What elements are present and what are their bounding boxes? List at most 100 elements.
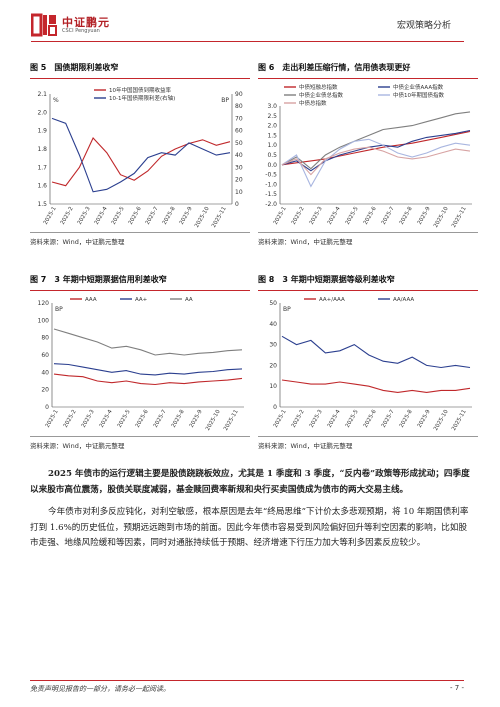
- y-tick-label-right: 70: [235, 115, 243, 122]
- figure-source: 资料来源：Wind，中证鹏元整理: [258, 238, 353, 246]
- x-tick-label: 2025-11: [451, 206, 468, 229]
- x-tick-label: 2025-10: [194, 206, 211, 229]
- unit-label-right: BP: [221, 97, 229, 104]
- x-tick-label: 2025-5: [345, 409, 360, 429]
- y-tick-label: 1.7: [37, 164, 47, 171]
- y-tick-label: 20: [269, 362, 277, 369]
- figure-source: 资料来源：Wind，中证鹏元整理: [258, 442, 353, 450]
- x-tick-label: 2025-1: [45, 409, 60, 429]
- figure-bottom-rule: [258, 232, 478, 233]
- x-tick-label: 2025-3: [309, 409, 324, 429]
- y-tick-label: 20: [41, 387, 49, 394]
- header-divider: [31, 41, 464, 42]
- y-tick-label: 2.0: [37, 109, 47, 116]
- series-line: [51, 137, 231, 187]
- figure-bottom-rule: [30, 436, 250, 437]
- x-tick-label: 2025-8: [399, 409, 414, 429]
- y-tick-label-right: 90: [235, 91, 243, 98]
- figure-caption: 3 年期中短期票据等级利差收窄: [282, 275, 395, 284]
- figure-5: 图 5 国债期限利差收窄 2.1 2.0 1.9 1.8 1.7 1.6 1.5 90 80 70 6…: [30, 62, 250, 252]
- x-tick-label: 2025-4: [327, 206, 342, 226]
- x-tick-label: 2025-7: [381, 409, 396, 429]
- y-tick-label: 50: [269, 300, 277, 307]
- y-tick-label: 1.0: [267, 142, 277, 149]
- paragraph-summary: 2025 年债市的运行逻辑主要是股债跷跷板效应，尤其是 1 季度和 3 季度，“…: [30, 467, 470, 498]
- footer-divider: [30, 680, 464, 681]
- y-tick-label: -1.5: [265, 191, 277, 198]
- legend-label: 中债企业债AAA指数: [393, 83, 444, 91]
- x-tick-label: 2025-2: [291, 206, 306, 226]
- chart-yield-vs-spread: 2.1 2.0 1.9 1.8 1.7 1.6 1.5 90 80 70 60 50 40 30 20 10 0…: [37, 86, 243, 229]
- x-tick-label: 2025-8: [162, 206, 177, 226]
- page-header: 中证鹏元 CSCI Pengyuan 宏观策略分析: [0, 0, 500, 44]
- legend-label: AA+: [135, 297, 148, 303]
- y-tick-label: 1.9: [37, 128, 47, 135]
- y-tick-label: 2.0: [267, 123, 277, 130]
- figure-caption: 3 年期中短期票据信用利差收窄: [54, 275, 167, 284]
- y-tick-label: -1.0: [265, 181, 277, 188]
- legend-label: AA+/AAA: [319, 297, 345, 303]
- figure-bottom-rule: [30, 232, 250, 233]
- series-line: [281, 335, 471, 369]
- figure-title: 图 6 走出利差压缩行情，信用债表现更好: [258, 62, 478, 76]
- y-tick-label: 2.5: [267, 113, 277, 120]
- series-line: [281, 146, 471, 176]
- y-tick-label: 120: [38, 300, 50, 307]
- x-tick-label: 2025-9: [189, 409, 204, 429]
- figure-bottom-rule: [258, 436, 478, 437]
- x-tick-label: 2025-10: [433, 206, 450, 229]
- x-tick-label: 2025-3: [77, 206, 92, 226]
- y-tick-label-right: 50: [235, 140, 243, 147]
- figure-number: 图 5: [30, 63, 47, 72]
- paragraph-text: 今年债市对利多反应钝化，对利空敏感，根本原因是去年“终局思维”下计价太多悲观预期…: [30, 507, 469, 548]
- y-tick-label-right: 60: [235, 128, 243, 135]
- y-tick-label: 10: [269, 383, 277, 390]
- x-tick-label: 2025-10: [433, 409, 450, 432]
- figure-top-rule: [258, 78, 478, 79]
- figure-number: 图 7: [30, 275, 47, 284]
- series-line: [281, 379, 471, 393]
- series-line: [53, 363, 243, 376]
- y-tick-label: 100: [38, 317, 50, 324]
- x-tick-label: 2025-2: [63, 409, 78, 429]
- company-logo-icon: [31, 13, 57, 37]
- y-tick-label: 30: [269, 342, 277, 349]
- x-tick-label: 2025-7: [153, 409, 168, 429]
- y-tick-label: 0: [45, 404, 49, 411]
- y-tick-label: 3.0: [267, 103, 277, 110]
- x-tick-label: 2025-3: [309, 206, 324, 226]
- y-tick-label-right: 0: [235, 201, 239, 208]
- x-tick-label: 2025-11: [223, 409, 240, 432]
- series-line: [281, 129, 471, 172]
- paragraph-bold-text: 2025 年债市的运行逻辑主要是股债跷跷板效应，尤其是 1 季度和 3 季度，“…: [30, 469, 470, 495]
- figure-top-rule: [258, 290, 478, 291]
- figure-number: 图 8: [258, 275, 275, 284]
- x-tick-label: 2025-5: [117, 409, 132, 429]
- figure-6: 图 6 走出利差压缩行情，信用债表现更好 3.0 2.5 2.0 1.5 1.0 0.5 0.…: [258, 62, 478, 252]
- logo-chinese-name: 中证鹏元: [62, 16, 110, 29]
- y-tick-label: 60: [41, 352, 49, 359]
- figure-7: 图 7 3 年期中短期票据信用利差收窄 120 100 80 60 40 20 0 BP 2025…: [30, 274, 250, 454]
- legend-label: AAA: [85, 297, 97, 303]
- x-tick-label: 2025-1: [273, 206, 288, 226]
- x-tick-label: 2025-2: [291, 409, 306, 429]
- y-tick-label: 0.5: [267, 152, 277, 159]
- legend-label: 10-1年国债期限利差(右轴): [109, 94, 175, 102]
- x-tick-label: 2025-11: [211, 206, 228, 229]
- y-tick-label: 40: [269, 321, 277, 328]
- x-tick-label: 2025-3: [81, 409, 96, 429]
- legend-label: 中债企业债总指数: [299, 91, 344, 99]
- x-tick-label: 2025-6: [363, 409, 378, 429]
- x-tick-label: 2025-1: [273, 409, 288, 429]
- y-tick-label-right: 30: [235, 164, 243, 171]
- figure-source: 资料来源：Wind，中证鹏元整理: [30, 238, 125, 246]
- x-tick-label: 2025-4: [94, 206, 109, 226]
- figure-caption: 国债期限利差收窄: [54, 63, 119, 72]
- legend-label: 中债短融总指数: [299, 83, 338, 91]
- x-tick-label: 2025-2: [60, 206, 75, 226]
- y-tick-label-right: 40: [235, 152, 243, 159]
- legend-label: AA/AAA: [393, 297, 414, 303]
- unit-label: BP: [283, 306, 291, 313]
- x-tick-label: 2025-9: [179, 206, 194, 226]
